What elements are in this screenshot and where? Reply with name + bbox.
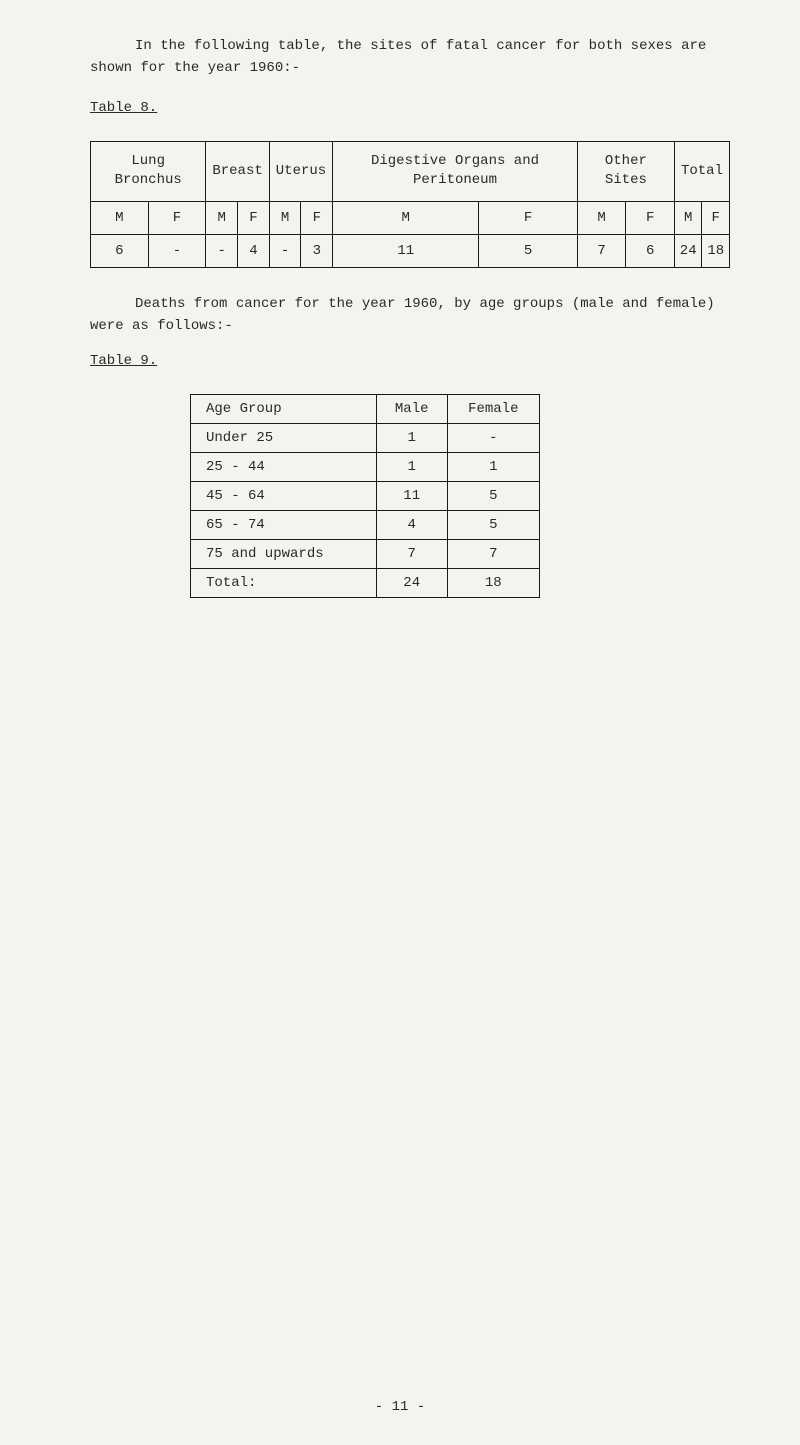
table9-r5c1: 24 bbox=[376, 568, 447, 597]
table9-r4c0: 75 and upwards bbox=[191, 539, 377, 568]
table8-label: Table 8. bbox=[90, 100, 740, 116]
table9-head-1: Male bbox=[376, 394, 447, 423]
table8-sub-3: F bbox=[238, 201, 270, 234]
table8-sub-10: M bbox=[674, 201, 702, 234]
table9-r3c1: 4 bbox=[376, 510, 447, 539]
table8-cell-9: 6 bbox=[626, 234, 675, 267]
table8-sub-11: F bbox=[702, 201, 730, 234]
table8-cell-2: - bbox=[206, 234, 238, 267]
table9-r0c1: 1 bbox=[376, 423, 447, 452]
table9-r3c0: 65 - 74 bbox=[191, 510, 377, 539]
intro-paragraph: In the following table, the sites of fat… bbox=[90, 35, 740, 80]
table8-sub-7: F bbox=[479, 201, 578, 234]
table9-r5c2: 18 bbox=[447, 568, 539, 597]
table9-r1c0: 25 - 44 bbox=[191, 452, 377, 481]
table8-sub-9: F bbox=[626, 201, 675, 234]
table9-head-2: Female bbox=[447, 394, 539, 423]
table9-r2c0: 45 - 64 bbox=[191, 481, 377, 510]
table8-sub-1: F bbox=[148, 201, 206, 234]
table8-header-total: Total bbox=[674, 141, 729, 201]
table8-cell-0: 6 bbox=[91, 234, 149, 267]
table9-r3c2: 5 bbox=[447, 510, 539, 539]
table8-cell-10: 24 bbox=[674, 234, 702, 267]
table8-cell-8: 7 bbox=[577, 234, 626, 267]
table9-head-0: Age Group bbox=[191, 394, 377, 423]
table9-r0c2: - bbox=[447, 423, 539, 452]
table8-sub-5: F bbox=[301, 201, 333, 234]
para2: Deaths from cancer for the year 1960, by… bbox=[90, 293, 740, 338]
page-number: - 11 - bbox=[375, 1399, 425, 1415]
table8-header-lung: Lung Bronchus bbox=[91, 141, 206, 201]
table9-r1c2: 1 bbox=[447, 452, 539, 481]
table8-cell-11: 18 bbox=[702, 234, 730, 267]
table9-r4c2: 7 bbox=[447, 539, 539, 568]
table8-header-breast: Breast bbox=[206, 141, 269, 201]
table9: Age Group Male Female Under 25 1 - 25 - … bbox=[190, 394, 540, 598]
table9-r1c1: 1 bbox=[376, 452, 447, 481]
table8-cell-5: 3 bbox=[301, 234, 333, 267]
table8-header-uterus: Uterus bbox=[269, 141, 332, 201]
table8-header-digestive: Digestive Organs and Peritoneum bbox=[333, 141, 578, 201]
table9-r4c1: 7 bbox=[376, 539, 447, 568]
table8-cell-6: 11 bbox=[333, 234, 479, 267]
table9-label: Table 9. bbox=[90, 353, 740, 369]
table8-sub-0: M bbox=[91, 201, 149, 234]
table8-sub-6: M bbox=[333, 201, 479, 234]
table8-sub-4: M bbox=[269, 201, 301, 234]
table9-r2c2: 5 bbox=[447, 481, 539, 510]
table8-cell-3: 4 bbox=[238, 234, 270, 267]
table8-cell-4: - bbox=[269, 234, 301, 267]
table9-r5c0: Total: bbox=[191, 568, 377, 597]
table9-r2c1: 11 bbox=[376, 481, 447, 510]
table8-cell-7: 5 bbox=[479, 234, 578, 267]
table8-sub-8: M bbox=[577, 201, 626, 234]
table8: Lung Bronchus Breast Uterus Digestive Or… bbox=[90, 141, 730, 268]
table8-header-other: Other Sites bbox=[577, 141, 674, 201]
table8-sub-2: M bbox=[206, 201, 238, 234]
table9-r0c0: Under 25 bbox=[191, 423, 377, 452]
table8-cell-1: - bbox=[148, 234, 206, 267]
